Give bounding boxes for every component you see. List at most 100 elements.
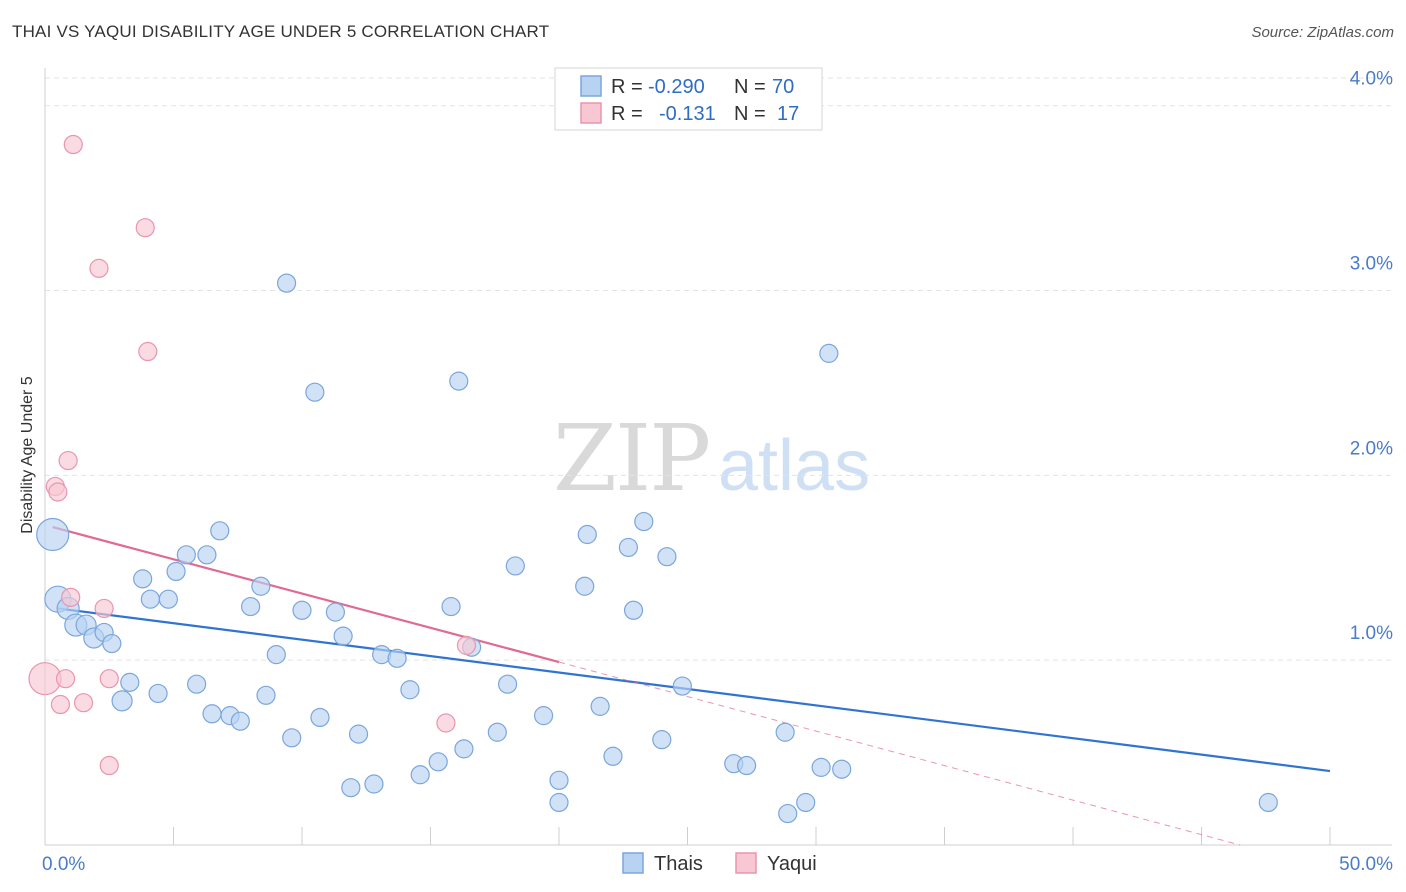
stats-thai-n-label: N = xyxy=(734,76,766,98)
yaqui-point xyxy=(89,258,109,278)
yaqui-point xyxy=(135,218,155,238)
yaqui-point xyxy=(48,482,68,502)
yaqui-point xyxy=(63,134,83,155)
thai-point xyxy=(575,576,595,596)
yaqui-point xyxy=(456,635,477,655)
thai-point xyxy=(603,746,623,766)
thai-point xyxy=(210,521,230,541)
stats-yaqui-swatch xyxy=(580,102,602,124)
x-tick-label: 0.0% xyxy=(42,854,85,875)
y-tick-label: 3.0% xyxy=(1350,254,1393,275)
thai-point xyxy=(111,690,133,712)
thai-point xyxy=(387,648,407,668)
y-tick-label: 2.0% xyxy=(1350,438,1393,459)
thai-point xyxy=(775,722,795,742)
thai-point xyxy=(618,537,638,558)
thai-point xyxy=(325,602,346,622)
thai-point xyxy=(305,382,325,402)
thai-point xyxy=(623,600,644,620)
watermark-zip: ZIP xyxy=(553,405,711,512)
chart-title: THAI VS YAQUI DISABILITY AGE UNDER 5 COR… xyxy=(12,22,550,41)
stats-yaqui-n-value: 17 xyxy=(777,103,799,125)
yaqui-point xyxy=(94,598,114,619)
thai-point xyxy=(187,674,207,694)
yaqui-point xyxy=(138,341,158,362)
y-tick-label: 4.0% xyxy=(1350,69,1393,90)
legend-thais-swatch xyxy=(622,852,644,874)
thai-point xyxy=(672,676,692,696)
thai-point xyxy=(197,545,217,565)
thai-point xyxy=(36,517,70,552)
stats-thai-n-value: 70 xyxy=(772,76,794,98)
points-layer xyxy=(28,134,1278,824)
source-credit: Source: ZipAtlas.com xyxy=(1251,24,1394,41)
thai-point xyxy=(140,589,160,609)
yaqui-point xyxy=(99,669,119,689)
thai-point xyxy=(549,792,569,813)
thai-point xyxy=(819,343,839,363)
thai-point xyxy=(292,600,312,620)
watermark-atlas: atlas xyxy=(718,426,871,506)
thai-point xyxy=(577,524,597,545)
thai-point xyxy=(176,545,196,565)
thai-point xyxy=(120,672,140,692)
stats-thai-swatch xyxy=(580,75,602,97)
thai-point xyxy=(266,645,286,665)
thai-trend-line xyxy=(57,607,1331,773)
thai-point xyxy=(428,752,448,772)
thai-point xyxy=(487,722,507,742)
thai-point xyxy=(1258,792,1278,813)
yaqui-point xyxy=(58,450,78,471)
thai-point xyxy=(778,803,798,824)
legend-thais-label: Thais xyxy=(654,853,703,875)
yaqui-point xyxy=(50,694,71,715)
thai-point xyxy=(333,626,353,646)
thai-point xyxy=(796,792,816,813)
legend-yaqui-swatch xyxy=(735,852,757,874)
yaqui-point xyxy=(55,669,76,689)
thai-point xyxy=(158,589,178,609)
thai-point xyxy=(410,765,430,785)
thai-point xyxy=(505,556,525,576)
thai-point xyxy=(634,511,654,532)
yaqui-point xyxy=(99,755,119,776)
thai-point xyxy=(737,755,757,776)
thai-point xyxy=(202,704,222,724)
legend-yaqui-label: Yaqui xyxy=(767,853,817,875)
thai-point xyxy=(400,680,420,700)
thai-point xyxy=(310,707,330,728)
thai-point xyxy=(811,757,831,777)
thai-point xyxy=(133,569,153,589)
thai-point xyxy=(230,711,250,731)
thai-point xyxy=(832,759,852,779)
yaqui-point xyxy=(73,693,94,713)
thai-point xyxy=(449,371,469,391)
x-tick-label: 50.0% xyxy=(1339,854,1393,875)
stats-yaqui-r-value: -0.131 xyxy=(659,103,716,125)
thai-point xyxy=(533,706,554,726)
thai-point xyxy=(102,633,122,654)
thai-point xyxy=(590,696,610,716)
stats-thai-r-label: R = xyxy=(611,76,643,98)
thai-point xyxy=(348,724,369,744)
yaqui-trend-line xyxy=(52,526,560,664)
thai-point xyxy=(549,770,569,790)
axis-layer: 1.0% 2.0% 3.0% 4.0% 0.0% 50.0% xyxy=(42,68,1393,875)
thai-point xyxy=(241,596,261,617)
thai-point xyxy=(276,273,297,293)
yaqui-trend-extension xyxy=(558,661,1241,846)
series-legend: Thais Yaqui xyxy=(622,852,817,875)
stats-yaqui-n-label: N = xyxy=(734,103,766,125)
grid-layer xyxy=(45,77,1392,661)
thai-point xyxy=(341,778,361,798)
yaqui-point xyxy=(436,713,456,733)
y-tick-label: 1.0% xyxy=(1350,623,1393,644)
thai-point xyxy=(256,685,276,705)
thai-point xyxy=(498,674,518,694)
thai-point xyxy=(251,576,271,596)
thai-point xyxy=(657,547,677,567)
thai-point xyxy=(282,728,302,748)
stats-legend: R = -0.290 N = 70 R = -0.131 N = 17 xyxy=(554,67,823,131)
thai-point xyxy=(652,730,672,750)
